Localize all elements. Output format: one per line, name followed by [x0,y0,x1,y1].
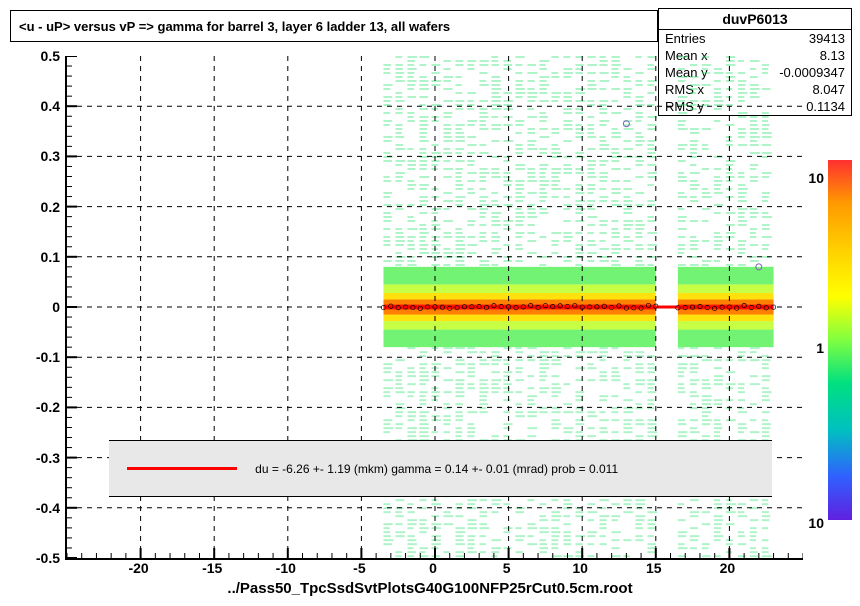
colorbar-label: 1 [816,340,824,356]
y-tick-label: -0.4 [36,500,60,516]
stats-label: Entries [665,31,705,46]
y-tick-label: -0.1 [36,349,60,365]
plot-title: <u - uP> versus vP => gamma for barrel 3… [10,10,658,42]
y-tick-label: -0.2 [36,399,60,415]
y-tick-label: 0.5 [41,48,60,64]
x-tick-label: 20 [720,560,736,576]
x-axis-title-text: ../Pass50_TpcSsdSvtPlotsG40G100NFP25rCut… [227,580,632,597]
x-tick-label: 5 [503,560,511,576]
y-tick-label: -0.5 [36,550,60,566]
colorbar-label: 10 [808,515,824,531]
x-tick-label: -10 [276,560,296,576]
stats-name: duvP6013 [659,9,851,30]
y-tick-label: 0 [52,299,60,315]
fit-line-sample [127,467,237,470]
x-tick-label: 10 [572,560,588,576]
x-axis-title: ../Pass50_TpcSsdSvtPlotsG40G100NFP25rCut… [0,580,860,597]
x-tick-label: 0 [429,560,437,576]
y-tick-label: 0.1 [41,249,60,265]
y-tick-label: 0.4 [41,98,60,114]
y-tick-label: 0.2 [41,199,60,215]
stats-value: 8.13 [820,48,845,63]
fit-text: du = -6.26 +- 1.19 (mkm) gamma = 0.14 +-… [255,462,618,476]
x-tick-label: -15 [202,560,222,576]
stats-row: Entries 39413 [659,30,851,47]
colorbar-svg [828,160,852,520]
stats-value: 0.1134 [806,99,845,114]
x-tick-label: 15 [646,560,662,576]
y-tick-label: 0.3 [41,148,60,164]
x-tick-label: -5 [353,560,365,576]
stats-value: 8.047 [812,82,845,97]
y-tick-label: -0.3 [36,450,60,466]
fit-legend: du = -6.26 +- 1.19 (mkm) gamma = 0.14 +-… [109,440,771,497]
colorbar-label: 10 [808,170,824,186]
plot-title-text: <u - uP> versus vP => gamma for barrel 3… [19,19,450,34]
stats-value: 39413 [809,31,845,46]
x-tick-label: -20 [128,560,148,576]
colorbar [828,160,852,520]
